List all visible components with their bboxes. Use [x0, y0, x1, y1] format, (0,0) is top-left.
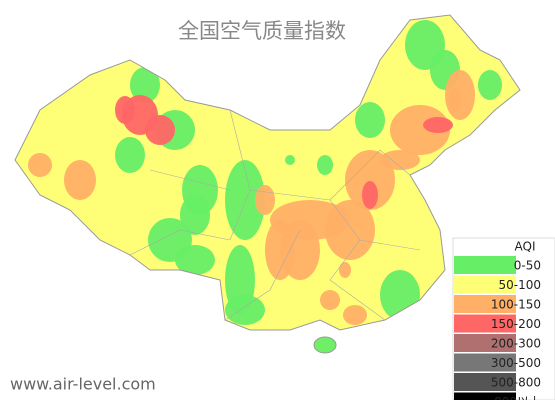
country-outline	[14, 14, 521, 331]
aqi-region	[380, 150, 420, 170]
province-borders	[129, 109, 421, 321]
aqi-region	[380, 270, 420, 320]
aqi-region	[265, 220, 295, 280]
legend: AQI 0-50 50-100 100-150 150-200 200-300 300-5…	[452, 237, 555, 400]
aqi-region	[449, 88, 461, 112]
legend-label: 0-50	[514, 259, 541, 273]
hainan-outline	[313, 336, 337, 354]
legend-swatch	[454, 314, 516, 333]
legend-swatch	[454, 334, 516, 352]
aqi-region	[343, 305, 367, 325]
aqi-region	[180, 195, 210, 235]
aqi-region	[225, 160, 265, 240]
legend-swatch	[454, 256, 516, 274]
legend-title: AQI	[515, 240, 536, 254]
legend-label: 50-100	[498, 278, 541, 292]
aqi-region	[478, 70, 502, 100]
legend-label: 500-800	[491, 376, 541, 390]
aqi-region	[64, 160, 96, 200]
aqi-region	[314, 337, 336, 353]
aqi-region	[145, 115, 175, 145]
aqi-region	[130, 67, 160, 103]
aqi-region	[423, 117, 453, 133]
aqi-region	[325, 200, 375, 260]
legend-swatch	[454, 295, 516, 313]
aqi-region	[320, 290, 340, 310]
legend-label: 300-500	[491, 356, 541, 370]
aqi-region	[355, 102, 385, 138]
watermark: www.air-level.com	[10, 375, 156, 394]
legend-swatch	[454, 353, 516, 372]
aqi-region	[362, 181, 378, 209]
aqi-region	[285, 155, 295, 165]
aqi-region	[339, 262, 351, 278]
legend-label: 200-300	[491, 337, 541, 351]
aqi-region	[230, 90, 270, 120]
legend-label: 100-150	[491, 298, 541, 312]
aqi-region	[115, 96, 135, 124]
aqi-region	[255, 185, 275, 215]
aqi-region	[115, 137, 145, 173]
legend-label: 150-200	[491, 317, 541, 331]
legend-swatch	[454, 373, 516, 391]
legend-label: 800以上	[494, 395, 541, 400]
aqi-region	[317, 155, 333, 175]
legend-swatch	[454, 275, 516, 294]
aqi-region	[175, 245, 215, 275]
map-title: 全国空气质量指数	[178, 19, 346, 43]
aqi-region	[345, 150, 395, 210]
aqi-region	[225, 295, 265, 325]
legend-swatch	[454, 392, 516, 400]
aqi-region	[28, 153, 52, 177]
